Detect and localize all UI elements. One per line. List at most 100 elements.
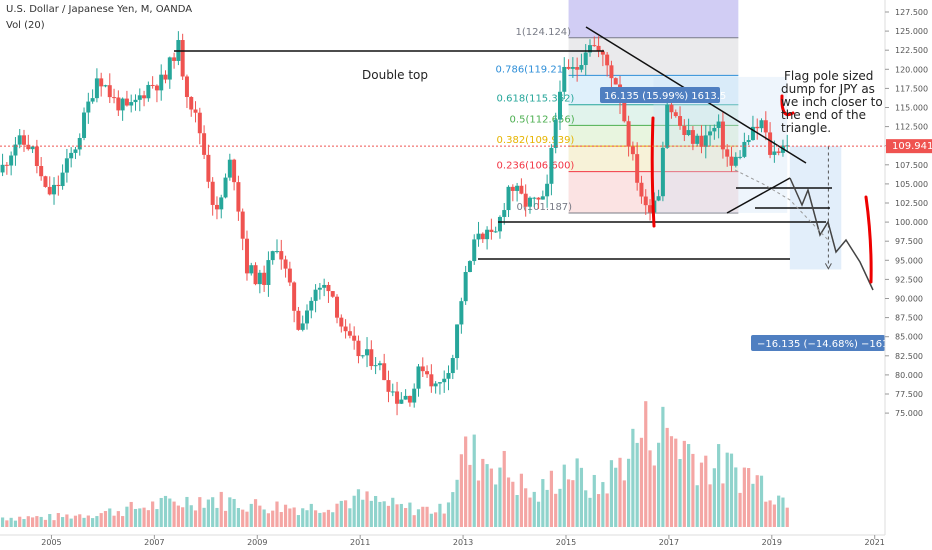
volume-bar xyxy=(301,508,305,527)
price-tick-label: 107.500 xyxy=(895,161,928,170)
candle-body xyxy=(673,112,678,117)
volume-bar xyxy=(682,440,686,527)
candle-body xyxy=(489,229,494,233)
candle-body xyxy=(236,182,241,212)
candle-body xyxy=(519,185,524,194)
volume-bar xyxy=(43,519,48,527)
red-flagpole-mark xyxy=(650,116,656,228)
volume-bar xyxy=(202,507,206,527)
volume-bar xyxy=(644,401,648,527)
candle-body xyxy=(763,120,768,133)
candle-body xyxy=(347,331,352,336)
candle-body xyxy=(300,323,305,330)
volume-bar xyxy=(176,505,180,527)
volume-bar xyxy=(232,498,236,527)
candle-body xyxy=(450,358,455,374)
candle-body xyxy=(365,349,370,356)
price-tick-label: 90.000 xyxy=(895,295,923,304)
candle-body xyxy=(69,152,74,159)
volume-bar xyxy=(30,517,35,527)
candle-body xyxy=(386,380,391,392)
volume-bar xyxy=(292,507,296,527)
volume-bar xyxy=(708,484,712,527)
time-tick-label: 2019 xyxy=(762,538,782,547)
candle-body xyxy=(339,317,344,327)
volume-bar xyxy=(429,513,433,527)
volume-bar xyxy=(734,467,738,527)
candle-body xyxy=(253,265,258,285)
candle-body xyxy=(47,186,52,195)
fib-zone-0.618 xyxy=(568,104,739,126)
volume-bar xyxy=(52,520,56,527)
candle-body xyxy=(545,183,550,197)
volume-bar xyxy=(108,508,112,527)
candle-body xyxy=(99,78,104,87)
volume-bar xyxy=(738,492,742,527)
candle-body xyxy=(82,112,87,138)
volume-bar xyxy=(378,501,382,527)
candle-body xyxy=(296,310,301,330)
volume-bar xyxy=(125,506,129,527)
volume-bar xyxy=(665,427,669,527)
volume-bar xyxy=(549,470,554,527)
candle-body xyxy=(107,85,112,98)
volume-bar xyxy=(566,479,571,527)
fib-zone-top xyxy=(568,0,739,38)
candle-body xyxy=(266,260,271,285)
candle-body xyxy=(553,119,558,148)
candle-body xyxy=(210,181,215,205)
volume-bar xyxy=(494,484,498,527)
volume-indicator-label[interactable]: Vol (20) xyxy=(6,20,45,31)
volume-bar xyxy=(524,488,528,527)
candle-body xyxy=(433,383,438,387)
volume-bar xyxy=(13,520,18,527)
volume-bar xyxy=(717,444,721,527)
candle-body xyxy=(463,272,468,302)
candle-body xyxy=(22,135,27,145)
candle-body xyxy=(279,251,284,260)
candle-body xyxy=(124,98,129,106)
volume-bar xyxy=(729,453,734,527)
volume-bar xyxy=(605,493,609,527)
volume-bar xyxy=(678,459,682,527)
volume-bar xyxy=(228,497,232,527)
volume-bar xyxy=(151,501,155,527)
volume-bar xyxy=(464,436,468,527)
current-price-tag xyxy=(886,139,932,154)
candle-body xyxy=(64,158,69,173)
volume-bar xyxy=(584,490,588,527)
volume-bar xyxy=(189,505,193,527)
candle-body xyxy=(742,141,747,157)
candle-body xyxy=(343,326,348,332)
volume-bar xyxy=(395,504,399,527)
triangle-lower-line xyxy=(726,177,791,214)
candle-body xyxy=(369,349,374,367)
candle-body xyxy=(570,67,575,69)
price-tick-label: 95.000 xyxy=(895,256,923,265)
volume-bar xyxy=(305,510,309,527)
volume-bar xyxy=(215,507,219,527)
projected-path xyxy=(789,177,874,291)
candle-body xyxy=(532,197,537,199)
candle-body xyxy=(180,40,185,77)
candle-body xyxy=(240,211,245,239)
volume-bar xyxy=(592,474,596,527)
volume-bar xyxy=(571,480,575,527)
volume-bar xyxy=(288,508,292,527)
candle-body xyxy=(317,287,322,290)
volume-bar xyxy=(657,442,661,527)
volume-bar xyxy=(532,491,536,527)
volume-bar xyxy=(193,510,198,527)
candle-body xyxy=(305,310,310,324)
dashed-projection xyxy=(734,169,831,243)
candle-body xyxy=(326,284,331,292)
volume-bar xyxy=(498,467,502,527)
volume-bar xyxy=(82,517,86,527)
symbol-title: U.S. Dollar / Japanese Yen, M, OANDA xyxy=(6,4,193,15)
volume-bar xyxy=(223,510,228,527)
volume-bar xyxy=(772,504,776,527)
volume-bar xyxy=(511,481,515,527)
volume-bar xyxy=(35,516,39,527)
fib-level-label: 0.382(109.939) xyxy=(497,135,575,146)
